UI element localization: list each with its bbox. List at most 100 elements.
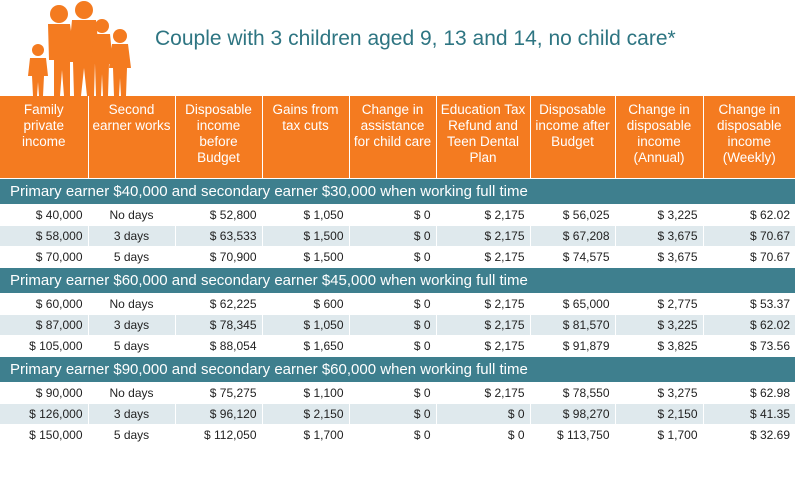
table-cell: $ 70,000 (0, 246, 89, 268)
table-cell: $ 62,225 (175, 293, 263, 315)
table-cell: $ 126,000 (0, 403, 89, 425)
table-cell: $ 3,225 (615, 204, 704, 226)
table-cell: $ 88,054 (175, 335, 263, 357)
table-cell: $ 67,208 (530, 225, 616, 247)
table-cell: $ 2,150 (262, 403, 350, 425)
table-cell: $ 105,000 (0, 335, 89, 357)
table-cell: $ 0 (349, 424, 437, 446)
column-header: Second earner works (88, 96, 176, 178)
table-cell: 5 days (88, 335, 176, 357)
table-cell: $ 87,000 (0, 314, 89, 336)
table-cell: $ 1,700 (262, 424, 350, 446)
table-cell: No days (88, 382, 176, 404)
budget-table: Family private income Second earner work… (0, 96, 795, 446)
table-cell: $ 0 (349, 204, 437, 226)
table-cell: $ 65,000 (530, 293, 616, 315)
section-header-row: Primary earner $60,000 and secondary ear… (0, 266, 795, 294)
table-cell: $ 74,575 (530, 246, 616, 268)
table-cell: $ 81,570 (530, 314, 616, 336)
table-cell: $ 1,700 (615, 424, 704, 446)
table-cell: $ 1,500 (262, 225, 350, 247)
table-cell: $ 90,000 (0, 382, 89, 404)
table-cell: $ 3,675 (615, 246, 704, 268)
table-cell: $ 0 (349, 293, 437, 315)
section-label: Primary earner $40,000 and secondary ear… (0, 177, 795, 205)
table-cell: $ 63,533 (175, 225, 263, 247)
table-cell: $ 0 (436, 424, 531, 446)
table-cell: $ 1,650 (262, 335, 350, 357)
page-header: Couple with 3 children aged 9, 13 and 14… (0, 0, 795, 96)
table-cell: $ 0 (349, 314, 437, 336)
table-cell: $ 3,225 (615, 314, 704, 336)
table-cell: $ 0 (349, 225, 437, 247)
table-cell: $ 1,100 (262, 382, 350, 404)
column-header: Gains from tax cuts (262, 96, 350, 178)
table-row: $ 58,000 3 days $ 63,533 $ 1,500 $ 0 $ 2,175 $… (0, 225, 795, 247)
table-cell: $ 1,050 (262, 204, 350, 226)
table-cell: 3 days (88, 314, 176, 336)
column-header: Disposable income before Budget (175, 96, 263, 178)
table-cell: $ 3,825 (615, 335, 704, 357)
table-cell: $ 2,175 (436, 335, 531, 357)
table-cell: No days (88, 293, 176, 315)
table-cell: $ 70.67 (703, 225, 795, 247)
table-row: $ 70,000 5 days $ 70,900 $ 1,500 $ 0 $ 2,175 $… (0, 246, 795, 268)
column-header: Education Tax Refund and Teen Dental Pla… (436, 96, 531, 178)
table-cell: $ 91,879 (530, 335, 616, 357)
table-cell: $ 62.02 (703, 204, 795, 226)
table-cell: $ 0 (349, 403, 437, 425)
table-body: Primary earner $40,000 and secondary ear… (0, 177, 795, 446)
table-cell: $ 113,750 (530, 424, 616, 446)
table-cell: $ 2,175 (436, 314, 531, 336)
table-cell: $ 98,270 (530, 403, 616, 425)
section-header-row: Primary earner $90,000 and secondary ear… (0, 355, 795, 383)
table-cell: $ 3,275 (615, 382, 704, 404)
table-cell: $ 32.69 (703, 424, 795, 446)
table-cell: $ 2,175 (436, 225, 531, 247)
column-header: Change in disposable income (Weekly) (703, 96, 795, 178)
table-cell: $ 62.02 (703, 314, 795, 336)
section-label: Primary earner $90,000 and secondary ear… (0, 355, 795, 383)
table-cell: $ 3,675 (615, 225, 704, 247)
table-cell: $ 52,800 (175, 204, 263, 226)
column-header: Family private income (0, 96, 89, 178)
table-cell: $ 2,175 (436, 204, 531, 226)
table-cell: 3 days (88, 403, 176, 425)
table-cell: No days (88, 204, 176, 226)
table-cell: $ 78,345 (175, 314, 263, 336)
table-cell: $ 53.37 (703, 293, 795, 315)
table-row: $ 150,000 5 days $ 112,050 $ 1,700 $ 0 $ 0 $ 1… (0, 424, 795, 446)
section-label: Primary earner $60,000 and secondary ear… (0, 266, 795, 294)
column-header: Change in disposable income (Annual) (615, 96, 704, 178)
table-cell: $ 2,175 (436, 293, 531, 315)
column-header: Disposable income after Budget (530, 96, 616, 178)
table-row: $ 126,000 3 days $ 96,120 $ 2,150 $ 0 $ 0 $ 98… (0, 403, 795, 425)
table-cell: $ 2,150 (615, 403, 704, 425)
page-title: Couple with 3 children aged 9, 13 and 14… (155, 27, 676, 50)
header-row: Family private income Second earner work… (0, 96, 795, 178)
table-cell: $ 70.67 (703, 246, 795, 268)
table-cell: $ 0 (436, 403, 531, 425)
table-cell: 3 days (88, 225, 176, 247)
table-cell: $ 112,050 (175, 424, 263, 446)
table-cell: $ 150,000 (0, 424, 89, 446)
table-cell: $ 78,550 (530, 382, 616, 404)
table-cell: $ 73.56 (703, 335, 795, 357)
table-cell: $ 0 (349, 335, 437, 357)
table-cell: $ 0 (349, 382, 437, 404)
table-cell: $ 2,175 (436, 246, 531, 268)
table-row: $ 60,000 No days $ 62,225 $ 600 $ 0 $ 2,175 $ … (0, 293, 795, 315)
table-row: $ 87,000 3 days $ 78,345 $ 1,050 $ 0 $ 2,175 $… (0, 314, 795, 336)
column-header: Change in assistance for child care (349, 96, 437, 178)
table-row: $ 40,000 No days $ 52,800 $ 1,050 $ 0 $ 2,175… (0, 204, 795, 226)
section-header-row: Primary earner $40,000 and secondary ear… (0, 177, 795, 205)
table-cell: $ 600 (262, 293, 350, 315)
table-row: $ 90,000 No days $ 75,275 $ 1,100 $ 0 $ 2,175… (0, 382, 795, 404)
table-cell: $ 2,175 (436, 382, 531, 404)
table-cell: $ 96,120 (175, 403, 263, 425)
table-cell: $ 60,000 (0, 293, 89, 315)
table-cell: $ 41.35 (703, 403, 795, 425)
table-cell: $ 75,275 (175, 382, 263, 404)
table-cell: 5 days (88, 424, 176, 446)
table-row: $ 105,000 5 days $ 88,054 $ 1,650 $ 0 $ 2,175… (0, 335, 795, 357)
